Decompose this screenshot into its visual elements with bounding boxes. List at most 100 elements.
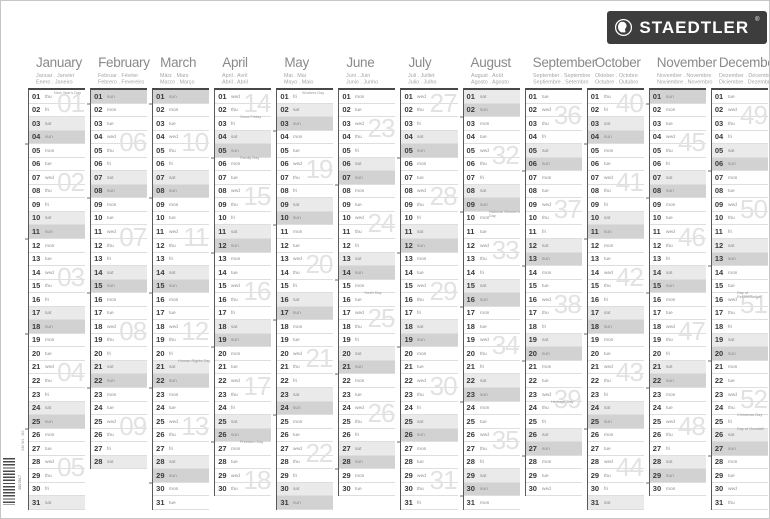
weekday-label: thu	[479, 256, 487, 262]
week-start-tick	[25, 143, 28, 146]
day-row: 08 sun	[153, 184, 210, 199]
day-number: 23	[218, 389, 227, 399]
weekday-label: fri	[479, 459, 484, 465]
day-row: 17 wed	[339, 307, 396, 321]
week-start-tick	[87, 197, 91, 200]
day-number: 18	[94, 321, 103, 331]
day-row: 20 fri	[649, 347, 706, 361]
day-number: 28	[280, 457, 289, 467]
day-row: 30 mon	[645, 481, 706, 497]
day-number: 01	[528, 91, 537, 101]
day-row: 19 sat	[525, 333, 582, 348]
week-number: 19	[305, 153, 333, 184]
month-subtitle-line1: Juni . Juin	[346, 72, 371, 78]
day-number: 12	[94, 240, 103, 250]
day-row: 12 wed	[463, 239, 520, 253]
weekday-label: thu	[417, 296, 425, 303]
day-number: 12	[32, 240, 41, 250]
weekday-label: wed	[107, 134, 116, 140]
weekday-label: mon	[107, 107, 117, 113]
week-start-tick	[397, 156, 401, 159]
month-subtitle-line2: Junio . Junho	[346, 78, 379, 85]
day-number: 06	[218, 159, 227, 169]
day-number: 17	[714, 308, 724, 318]
day-row: 07 sat	[91, 171, 148, 185]
month-subtitle-line1: April . Avril	[222, 72, 248, 78]
weekday-label: fri	[169, 445, 174, 452]
day-row: 23 wed	[525, 388, 582, 402]
day-number: 01	[32, 91, 41, 101]
week-number: 36	[553, 99, 582, 130]
weekday-label: fri	[45, 296, 50, 303]
day-row: 01 sun	[91, 90, 148, 104]
day-row: 28 thu	[277, 456, 334, 470]
weekday-label: sun	[479, 391, 488, 397]
month-column-march: March März . Mars Marzo . Março 01 sun 02 mon 0…	[149, 55, 210, 510]
week-number: 38	[553, 289, 582, 320]
day-row: 03 thu	[525, 117, 582, 131]
day-row: 24 wed	[339, 402, 396, 416]
weekday-label: wed	[355, 215, 365, 221]
weekday-label: mon	[479, 405, 489, 411]
month-subtitle-line2: Noviembre . Novembro	[656, 78, 713, 85]
month-subtitle-line1: Mai . Mai	[284, 72, 307, 78]
day-row: 10 tue	[153, 212, 210, 226]
day-row: 12 sat	[711, 239, 768, 253]
day-number: 21	[714, 362, 724, 372]
day-row: 31 sun	[277, 496, 334, 510]
day-row: 18 thu	[339, 320, 396, 334]
day-number: 25	[156, 416, 165, 426]
weekday-label: fri	[231, 120, 236, 126]
day-number: 28	[528, 457, 537, 467]
day-row: 24 sun	[277, 401, 334, 416]
month-subtitle-line2: Agosto . Agosto	[470, 78, 509, 85]
day-number: 15	[32, 281, 41, 291]
day-row: 25 sat	[215, 415, 272, 429]
week-number: 14	[243, 88, 271, 118]
day-number: 18	[32, 321, 41, 331]
month-subtitle: Dezember . Décembre Diciembre . Dezembro	[719, 72, 769, 86]
weekday-label: fri	[231, 215, 236, 221]
weekday-label: sat	[293, 391, 300, 397]
holiday-label: New Year's Day	[54, 91, 82, 95]
weekday-label: thu	[603, 188, 611, 194]
weekday-label: sun	[479, 201, 488, 208]
day-number: 01	[94, 91, 103, 101]
weekday-label: mon	[107, 296, 117, 303]
day-number: 28	[156, 457, 165, 467]
weekday-label: fri	[107, 256, 112, 262]
weekday-label: tue	[727, 472, 735, 479]
day-row: 12 fri	[339, 239, 396, 253]
day-number: 27	[218, 443, 227, 453]
day-number: 08	[466, 186, 475, 196]
week-number: 30	[429, 370, 458, 401]
day-row: 22 sun	[153, 374, 210, 389]
day-number: 08	[94, 186, 103, 196]
day-row: 20 tue	[587, 347, 644, 361]
week-number: 08	[119, 316, 147, 347]
day-number: 26	[714, 430, 724, 440]
month-day-grid: 01 tue 02 wed 03 thu 04 fri 05 sat 06 sun 07 mon 08 tue…	[521, 88, 582, 497]
day-row: 11 thu	[339, 225, 396, 240]
weekday-label: tue	[603, 445, 611, 452]
day-number: 22	[218, 375, 227, 385]
day-row: 31 tue	[153, 496, 210, 510]
weekday-label: wed	[727, 486, 737, 492]
weekday-label: fri	[293, 188, 298, 194]
weekday-label: thu	[45, 472, 52, 479]
weekday-label: sat	[169, 269, 176, 276]
day-row: 08 sun	[649, 184, 706, 199]
day-row: 21 fri	[463, 361, 520, 375]
day-number: 20	[466, 348, 475, 358]
day-row: 14 tue	[401, 266, 458, 280]
weekday-label: sun	[665, 283, 674, 289]
weekday-label: sun	[231, 432, 239, 438]
day-row: 27 tue	[587, 442, 644, 456]
day-number: 26	[466, 430, 475, 440]
weekday-label: fri	[107, 445, 112, 452]
day-number: 07	[404, 172, 413, 182]
day-row: 29 sun	[649, 469, 706, 483]
week-number: 50	[740, 194, 768, 225]
day-row: 18 sat	[215, 320, 272, 334]
